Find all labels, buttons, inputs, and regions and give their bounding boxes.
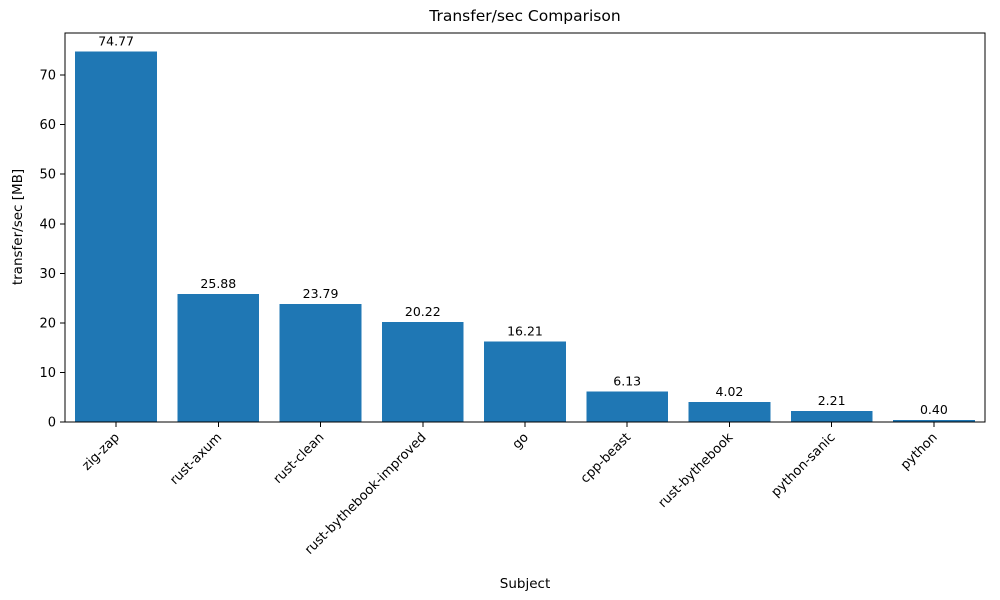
bar-value-label: 16.21 [507, 324, 543, 339]
x-tick-label: zig-zap [80, 430, 123, 473]
bar-value-label: 20.22 [405, 304, 441, 319]
y-tick-label: 10 [39, 366, 56, 381]
plot-border [64, 32, 986, 423]
x-tick-label: go [510, 430, 532, 452]
x-tick-label: rust-axum [167, 430, 225, 488]
bar-python-sanic [790, 411, 873, 422]
x-tick-label: python-sanic [769, 430, 839, 500]
bar-value-label: 2.21 [818, 393, 846, 408]
x-tick-label: rust-bythebook-improved [302, 430, 429, 557]
bar-zig-zap [75, 51, 157, 422]
chart-title: Transfer/sec Comparison [428, 7, 620, 25]
y-tick-label: 40 [39, 217, 56, 232]
y-axis-label: transfer/sec [MB] [10, 169, 26, 285]
y-tick-label: 30 [39, 267, 56, 282]
bar-value-label: 4.02 [716, 384, 744, 399]
bar-value-label: 23.79 [303, 286, 339, 301]
bar-value-label: 0.40 [920, 402, 948, 417]
bar-rust-bythebook [688, 402, 771, 422]
x-tick-label: cpp-beast [578, 430, 634, 486]
x-tick-label: python [898, 430, 941, 473]
bar-rust-axum [177, 293, 260, 422]
bar-value-label: 74.77 [98, 33, 134, 48]
x-axis-label: Subject [500, 576, 550, 592]
y-tick-label: 60 [39, 118, 56, 133]
y-tick-label: 20 [39, 316, 56, 331]
bar-rust-bythebook-improved [381, 321, 464, 422]
x-tick-label: rust-clean [271, 430, 328, 487]
y-tick-label: 70 [39, 69, 56, 84]
bar-python [893, 420, 975, 422]
bar-value-label: 6.13 [613, 374, 641, 389]
bar-cpp-beast [586, 391, 669, 422]
bar-value-label: 25.88 [200, 276, 236, 291]
y-tick-label: 0 [48, 416, 56, 431]
bar-rust-clean [279, 304, 362, 422]
bar-go [484, 341, 566, 422]
plot-content: 0 10 20 30 40 50 60 70 74.77 zig-zap 25.88 rust-axu… [39, 32, 986, 558]
y-tick-label: 50 [39, 168, 56, 183]
x-tick-label: rust-bythebook [656, 430, 737, 511]
